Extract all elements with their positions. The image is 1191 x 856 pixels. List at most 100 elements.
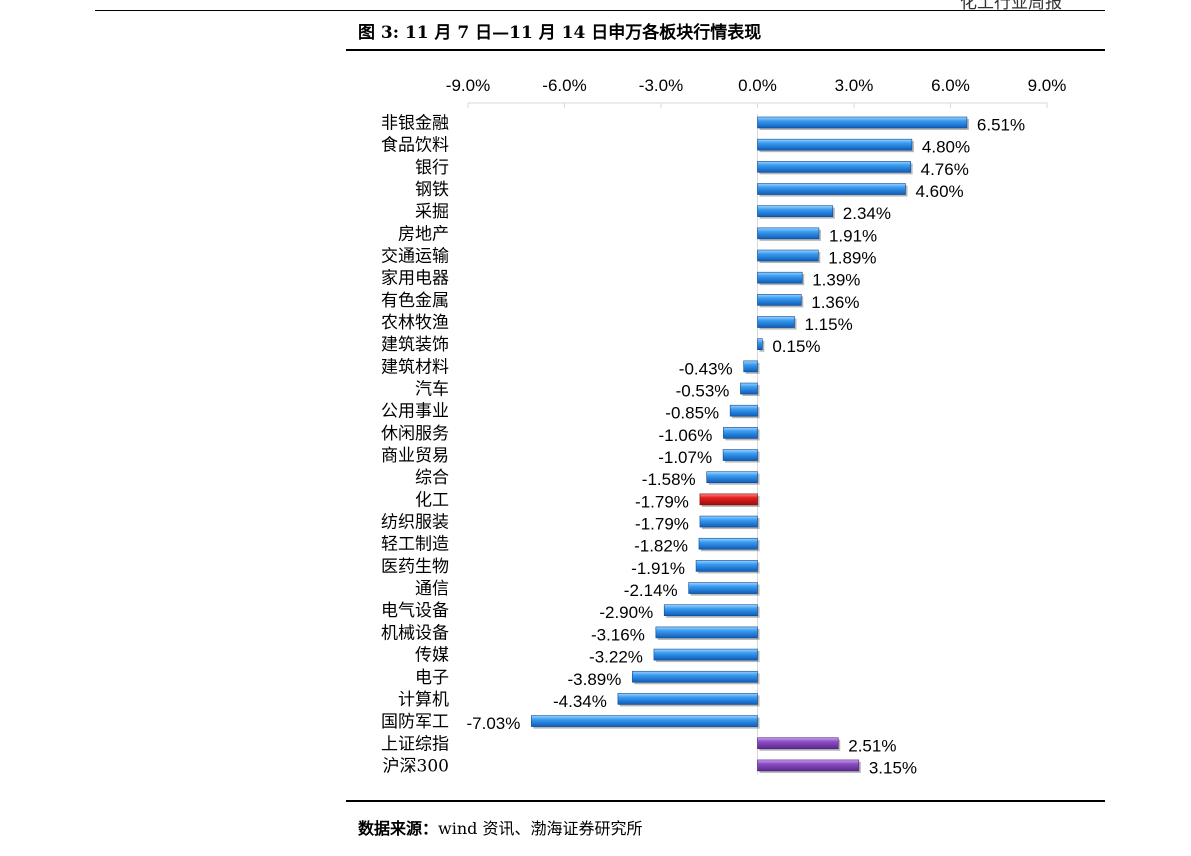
bar [699, 493, 758, 506]
data-label: -3.22% [589, 648, 643, 667]
bar [617, 693, 758, 705]
bar [729, 404, 758, 417]
source-text: wind 资讯、渤海证券研究所 [438, 819, 643, 838]
data-label: -1.79% [635, 492, 689, 511]
x-tick-label: 9.0% [1028, 76, 1067, 95]
bar [632, 670, 758, 683]
bar [723, 427, 758, 439]
x-tick-label: 3.0% [835, 76, 874, 95]
bar [757, 249, 819, 262]
bar [740, 382, 758, 395]
bar [757, 205, 834, 217]
category-label: 有色金属 [381, 291, 449, 311]
data-label: -4.34% [553, 692, 607, 711]
bar [757, 116, 968, 129]
category-label: 休闲服务 [381, 424, 449, 444]
data-label: 2.34% [843, 204, 891, 223]
bar [695, 560, 758, 572]
category-label: 通信 [415, 579, 449, 599]
source-rule [346, 800, 1105, 802]
category-label: 银行 [415, 158, 449, 178]
category-label: 非银金融 [381, 114, 449, 134]
data-label: 1.39% [812, 271, 860, 290]
category-label: 医药生物 [381, 557, 449, 577]
bar [655, 626, 758, 639]
x-axis: -9.0% -6.0% -3.0% 0.0% 3.0% 6.0% 9.0% [446, 76, 1067, 775]
data-label: -7.03% [466, 714, 520, 733]
category-label: 国防军工 [381, 712, 449, 732]
x-tick-label: 0.0% [738, 76, 777, 95]
category-label: 建筑材料 [381, 357, 449, 377]
category-label: 汽车 [415, 380, 449, 400]
category-label: 机械设备 [381, 623, 449, 643]
data-label: -1.06% [659, 426, 713, 445]
data-label: 1.89% [828, 249, 876, 268]
category-label: 农林牧渔 [381, 313, 449, 333]
bar [757, 183, 906, 195]
data-label: -1.58% [642, 470, 696, 489]
header-corner-text: 化工行业周报 [960, 0, 1062, 13]
category-label: 家用电器 [381, 269, 449, 289]
data-label: 1.15% [804, 315, 852, 334]
data-label: -2.90% [599, 603, 653, 622]
bar [722, 449, 758, 461]
data-label: -0.43% [679, 359, 733, 378]
data-label: -1.79% [635, 515, 689, 534]
data-label: 1.91% [829, 226, 877, 245]
bar [757, 138, 913, 151]
category-label: 电子 [415, 668, 449, 688]
bar [531, 715, 758, 727]
bar [743, 360, 758, 373]
category-label: 综合 [415, 468, 449, 488]
data-label: 4.80% [922, 138, 970, 157]
category-label: 商业贸易 [381, 446, 449, 466]
category-label: 化工 [415, 490, 449, 510]
bar [757, 227, 820, 240]
data-label: 0.15% [772, 337, 820, 356]
data-label: 3.15% [869, 758, 917, 777]
bar [663, 604, 758, 617]
bar [653, 648, 758, 661]
x-tick-label: -6.0% [542, 76, 586, 95]
data-label: 6.51% [977, 116, 1025, 135]
bar [757, 271, 803, 284]
bar [757, 338, 763, 351]
figure-title: 图 3: 11 月 7 日—11 月 14 日申万各板块行情表现 [358, 23, 762, 43]
bar [698, 537, 758, 550]
bars [531, 116, 969, 773]
data-label: 4.76% [921, 160, 969, 179]
data-label: -0.85% [665, 404, 719, 423]
category-label: 采掘 [415, 202, 449, 222]
data-label: 4.60% [915, 182, 963, 201]
bar [757, 161, 911, 173]
category-label: 公用事业 [381, 402, 449, 422]
data-label: -1.07% [658, 448, 712, 467]
category-label: 食品饮料 [381, 136, 449, 156]
category-label: 交通运输 [381, 247, 449, 267]
data-label: -1.91% [631, 559, 685, 578]
category-label: 钢铁 [415, 180, 449, 200]
x-tick-label: -3.0% [639, 76, 683, 95]
bar [757, 316, 795, 328]
category-label: 房地产 [398, 224, 449, 244]
data-label: -2.14% [624, 581, 678, 600]
title-rule [346, 49, 1105, 51]
x-tick-label: 6.0% [931, 76, 970, 95]
category-label: 沪深300 [383, 756, 449, 776]
data-label: -0.53% [676, 382, 730, 401]
category-label: 电气设备 [381, 601, 449, 621]
bar [706, 471, 758, 484]
data-label: 1.36% [811, 293, 859, 312]
data-label: -1.82% [634, 537, 688, 556]
category-label: 计算机 [398, 690, 449, 710]
data-label: -3.89% [567, 670, 621, 689]
bar [757, 294, 802, 306]
data-label: -3.16% [591, 625, 645, 644]
labels: 非银金融 6.51% 食品饮料 4.80% 银行 4.76% 钢铁 4.60% 采掘 2.34% 房… [381, 114, 1025, 778]
category-label: 传媒 [415, 646, 449, 666]
bar [757, 759, 860, 772]
data-label: 2.51% [848, 736, 896, 755]
bar [757, 737, 839, 750]
x-tick-label: -9.0% [446, 76, 490, 95]
